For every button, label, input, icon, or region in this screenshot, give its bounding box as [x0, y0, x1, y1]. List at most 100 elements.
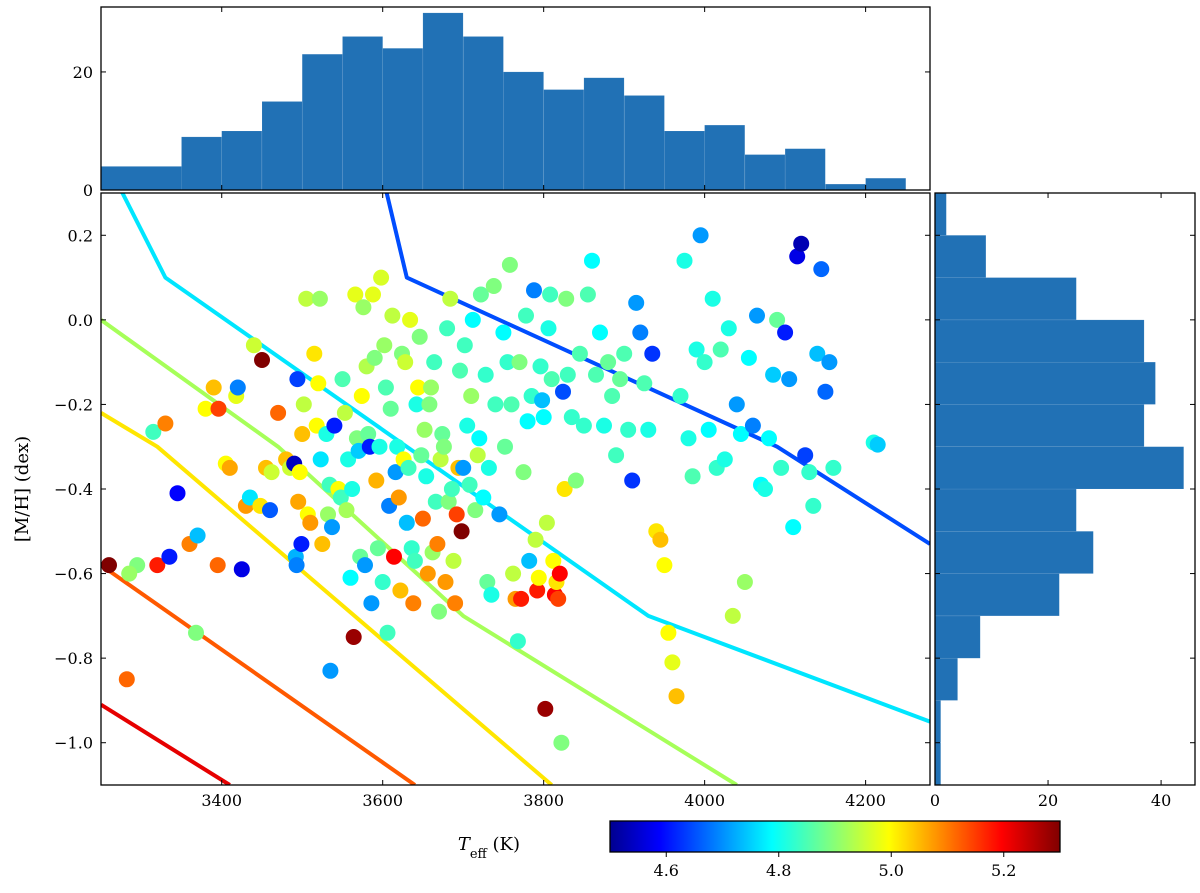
scatter-point [509, 633, 526, 650]
scatter-point [293, 536, 310, 552]
model-line [101, 318, 738, 785]
scatter-point [519, 413, 536, 430]
y-axis-label: [M/H] (dex) [12, 436, 33, 542]
x-tick-label: 3600 [362, 791, 403, 810]
scatter-point [426, 354, 443, 371]
scatter-point [386, 548, 402, 565]
scatter-point [537, 700, 554, 717]
scatter-point [416, 421, 433, 438]
right-histogram-bar [934, 742, 941, 786]
top-histogram-bar [181, 136, 222, 191]
scatter-point [551, 565, 568, 582]
right-histogram-bar [934, 319, 1145, 363]
scatter-point [575, 417, 592, 434]
top-histogram-axis: 0 20 [73, 7, 930, 200]
scatter-point [636, 375, 653, 392]
scatter-point [628, 294, 645, 311]
x-tick-label: 4200 [845, 791, 886, 810]
model-lines [101, 193, 930, 785]
scatter-point [397, 354, 414, 371]
scatter-point [530, 569, 547, 586]
scatter-point [418, 468, 435, 485]
colorbar-tick-label: 4.8 [766, 861, 791, 880]
top-histogram-bar [100, 166, 182, 191]
scatter-point [785, 519, 802, 536]
scatter-point [209, 557, 226, 574]
scatter-point [344, 481, 361, 497]
scatter-point [392, 582, 409, 599]
scatter-point [538, 514, 555, 531]
scatter-point [290, 493, 307, 510]
scatter-point [377, 379, 394, 396]
scatter-point [398, 514, 415, 531]
model-line [101, 563, 417, 785]
scatter-point [429, 536, 446, 552]
scatter-point [584, 252, 600, 269]
scatter-point [545, 552, 562, 569]
scatter-point [221, 459, 238, 476]
scatter-point [270, 404, 287, 421]
scatter-point [311, 290, 328, 307]
scatter-point [365, 286, 381, 303]
scatter-axis: 3400 3600 3800 4000 4200 0.2 0.0 −0.2 −0.4 −0.6 −0… [54, 193, 930, 810]
scatter-point [479, 574, 496, 590]
scatter-point [567, 472, 584, 489]
x-axis-label: Teff (K) [458, 834, 520, 862]
right-histogram-bar [934, 657, 958, 701]
scatter-point [288, 557, 305, 574]
scatter-point [543, 371, 560, 388]
scatter-point [419, 565, 436, 582]
scatter-point [757, 481, 773, 497]
top-histogram-bar [221, 130, 263, 191]
scatter-point [245, 337, 262, 354]
scatter-point [439, 320, 456, 337]
scatter-point [408, 396, 425, 413]
top-histogram-bar [583, 77, 625, 191]
scatter-point [442, 290, 459, 307]
scatter-point [640, 421, 657, 438]
scatter-point [475, 489, 492, 506]
scatter-points [101, 227, 886, 751]
y-tick-label: 0.2 [68, 226, 93, 245]
scatter-point [463, 388, 480, 404]
scatter-point [229, 379, 246, 396]
scatter-point [684, 468, 701, 485]
scatter-point [579, 286, 596, 303]
y-tick-label: −1.0 [54, 734, 93, 753]
scatter-point [413, 447, 430, 464]
scatter-point [571, 345, 588, 362]
scatter-point [373, 269, 390, 286]
top-histogram-bar [825, 183, 866, 191]
scatter-point [620, 421, 637, 438]
scatter-point [405, 595, 422, 612]
scatter-point [521, 552, 538, 569]
scatter-point [559, 366, 576, 383]
scatter-point [421, 396, 438, 413]
scatter-point [720, 320, 737, 337]
right-histogram-bar [934, 446, 1184, 490]
scatter-point [332, 489, 349, 506]
top-histogram-bar [664, 130, 705, 191]
top-histogram-bars [100, 12, 907, 191]
scatter-point [505, 565, 522, 582]
x-tick-label: 4000 [684, 791, 725, 810]
scatter-point [529, 582, 546, 599]
scatter-point [357, 557, 373, 574]
scatter-point [550, 590, 567, 607]
scatter-point [387, 464, 404, 481]
scatter-point [535, 409, 552, 426]
model-line [101, 703, 231, 785]
scatter-point [825, 459, 842, 476]
scatter-point [289, 371, 306, 388]
scatter-frame [100, 192, 931, 786]
scatter-point [306, 345, 323, 362]
scatter-point [334, 371, 351, 388]
scatter-point [294, 426, 311, 442]
scatter-point [374, 574, 391, 590]
scatter-point [652, 531, 669, 548]
scatter-point [491, 506, 508, 523]
y-tick-label: −0.2 [54, 395, 93, 414]
scatter-point [302, 514, 319, 531]
scatter-point [660, 624, 677, 641]
scatter-point [513, 590, 530, 607]
